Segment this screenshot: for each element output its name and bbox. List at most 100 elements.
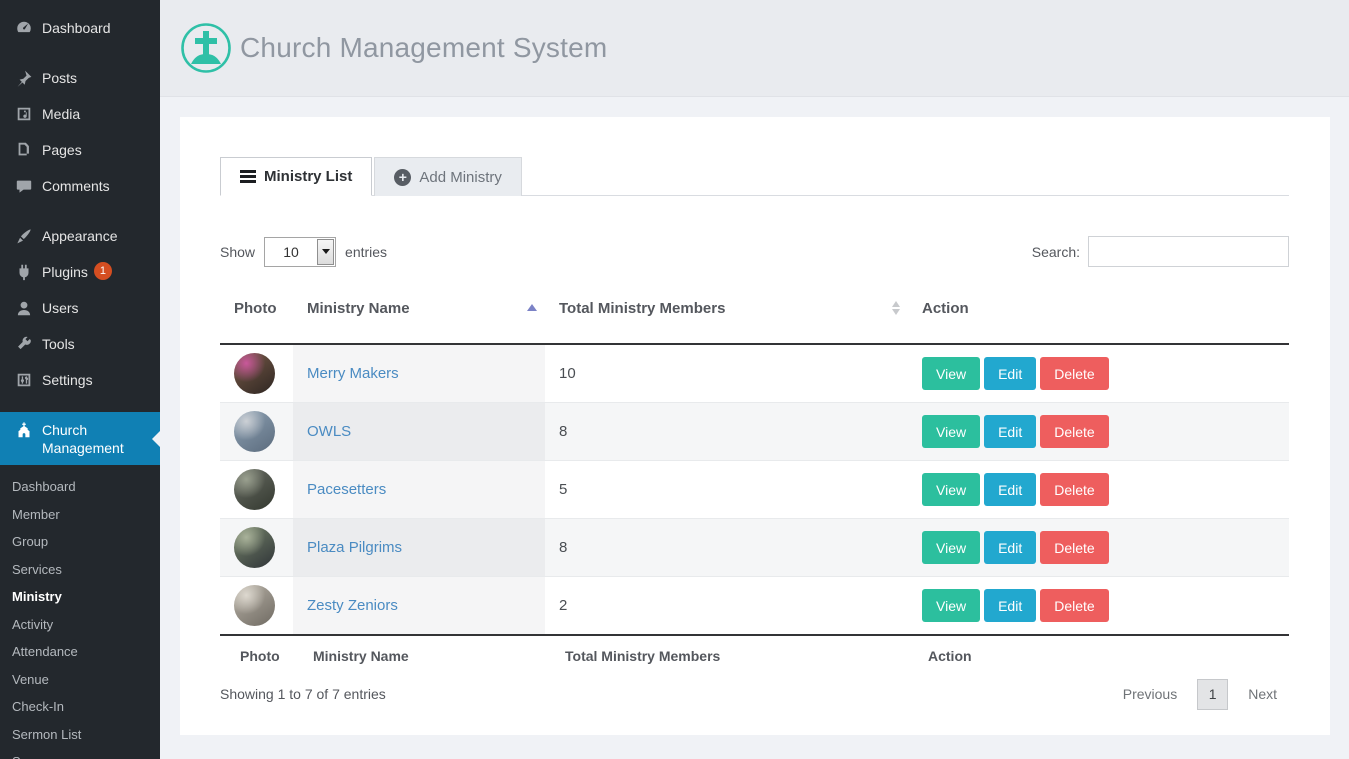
ministry-name-cell: Pacesetters (293, 460, 545, 519)
delete-button[interactable]: Delete (1040, 473, 1109, 506)
submenu-item-ministry[interactable]: Ministry (12, 589, 62, 604)
column-header-ministry-name[interactable]: Ministry Name (293, 292, 545, 345)
update-count-badge: 1 (93, 262, 112, 280)
entries-select[interactable]: 10 (264, 236, 337, 267)
ministry-name-link[interactable]: Plaza Pilgrims (307, 539, 403, 556)
sidebar-item-media[interactable]: Media (0, 96, 160, 132)
search-control: Search: (1032, 236, 1289, 267)
ministry-name-link[interactable]: Merry Makers (307, 365, 399, 382)
sidebar-item-church-management[interactable]: Church Management (0, 412, 160, 465)
submenu-item-dashboard[interactable]: Dashboard (12, 479, 76, 494)
media-icon (14, 104, 34, 124)
submenu-item-member[interactable]: Member (12, 506, 60, 522)
sidebar-item-label: Users (42, 300, 79, 316)
member-count-cell: 5 (545, 460, 908, 519)
previous-page-button[interactable]: Previous (1122, 686, 1178, 702)
sidebar-item-label: Pages (42, 142, 82, 158)
column-header-total-members[interactable]: Total Ministry Members (545, 292, 908, 345)
current-page-button[interactable]: 1 (1197, 678, 1229, 710)
view-button[interactable]: View (922, 531, 981, 564)
submenu-item-check-in[interactable]: Check-In (12, 699, 65, 714)
sidebar-item-comments[interactable]: Comments (0, 168, 160, 204)
edit-button[interactable]: Edit (984, 531, 1037, 564)
footer-total-members: Total Ministry Members (545, 634, 908, 670)
comments-icon (14, 176, 34, 196)
submenu-item-songs[interactable]: Songs (0, 748, 160, 759)
photo-cell (220, 402, 293, 461)
sidebar-item-users[interactable]: Users (0, 290, 160, 326)
view-button[interactable]: View (922, 473, 981, 506)
member-count-cell: 8 (545, 402, 908, 461)
chevron-down-icon[interactable] (317, 238, 335, 265)
action-cell: View Edit Delete (908, 460, 1289, 519)
action-cell: View Edit Delete (908, 576, 1289, 635)
submenu-item-services[interactable]: Services (12, 561, 62, 577)
entries-label: entries (345, 243, 388, 260)
submenu-item-attendance[interactable]: Attendance (12, 644, 78, 659)
ministry-name-cell: OWLS (293, 402, 545, 461)
member-count-cell: 10 (559, 365, 576, 382)
ministry-name-link[interactable]: Pacesetters (307, 481, 387, 498)
delete-button[interactable]: Delete (1040, 415, 1109, 448)
tab-bar: Ministry List + Add Ministry (220, 157, 1289, 196)
ministry-photo (234, 527, 275, 568)
edit-button[interactable]: Edit (984, 357, 1037, 390)
ministry-name-link[interactable]: OWLS (307, 423, 352, 440)
sidebar-submenu: Dashboard Member Group Services Ministry Acti… (0, 465, 160, 759)
view-button[interactable]: View (922, 357, 981, 390)
page-title: Church Management System (240, 32, 608, 63)
tab-add-ministry[interactable]: + Add Ministry (374, 157, 522, 196)
delete-button[interactable]: Delete (1040, 357, 1109, 390)
delete-button[interactable]: Delete (1040, 589, 1109, 622)
church-logo-icon (180, 22, 232, 74)
main-area: Church Management System Ministry List +… (160, 0, 1349, 759)
pagination: Previous 1 Next (1111, 678, 1289, 710)
ministry-card: Ministry List + Add Ministry Show 10 ent… (180, 117, 1330, 735)
edit-button[interactable]: Edit (984, 589, 1037, 622)
sort-both-icon (892, 301, 900, 315)
edit-button[interactable]: Edit (984, 415, 1037, 448)
sidebar-item-label: Posts (42, 70, 78, 86)
sidebar-item-label: Comments (42, 178, 110, 194)
sidebar-item-label: Settings (42, 372, 93, 388)
edit-button[interactable]: Edit (984, 473, 1037, 506)
sidebar-item-label: Church Management (42, 422, 124, 456)
sidebar-item-tools[interactable]: Tools (0, 326, 160, 362)
footer-action: Action (908, 634, 1289, 670)
next-page-button[interactable]: Next (1248, 686, 1277, 702)
sidebar-item-pages[interactable]: Pages (0, 132, 160, 168)
submenu-item-group[interactable]: Group (12, 534, 49, 549)
sidebar-item-settings[interactable]: Settings (0, 362, 160, 398)
submenu-item-activity[interactable]: Activity (12, 616, 54, 632)
submenu-item-sermon-list[interactable]: Sermon List (12, 726, 82, 742)
delete-button[interactable]: Delete (1040, 531, 1109, 564)
tab-label: Ministry List (264, 168, 353, 185)
view-button[interactable]: View (922, 415, 981, 448)
plus-circle-icon: + (394, 168, 412, 186)
sidebar-item-posts[interactable]: Posts (0, 60, 160, 96)
settings-icon (14, 370, 34, 390)
footer-ministry-name: Ministry Name (293, 634, 545, 670)
search-label: Search: (1031, 243, 1080, 260)
ministry-name-cell: Zesty Zeniors (293, 576, 545, 635)
ministry-name-link[interactable]: Zesty Zeniors (307, 597, 398, 614)
sidebar-item-dashboard[interactable]: Dashboard (0, 10, 160, 46)
sidebar-item-label: Dashboard (42, 20, 111, 36)
table-row: OWLS 8 View Edit Delete (220, 402, 1289, 461)
sidebar-item-appearance[interactable]: Appearance (0, 218, 160, 254)
submenu-item-venue[interactable]: Venue (12, 671, 49, 687)
sidebar-item-plugins[interactable]: Plugins 1 (0, 254, 160, 290)
search-input[interactable] (1088, 236, 1289, 267)
ministry-table: Photo Ministry Name Total Ministry Membe… (220, 292, 1289, 670)
tab-ministry-list[interactable]: Ministry List (220, 157, 373, 196)
column-header-photo: Photo (220, 292, 293, 345)
table-row: Pacesetters 5 View Edit Delete (220, 460, 1289, 519)
tab-label: Add Ministry (419, 168, 502, 186)
action-cell: View Edit Delete (908, 344, 1289, 403)
action-cell: View Edit Delete (908, 518, 1289, 577)
view-button[interactable]: View (922, 589, 981, 622)
sidebar-item-label: Media (42, 106, 81, 122)
ministry-photo (234, 469, 275, 510)
table-row: Plaza Pilgrims 8 View Edit Delete (220, 518, 1289, 577)
length-control: Show 10 entries (220, 236, 388, 267)
